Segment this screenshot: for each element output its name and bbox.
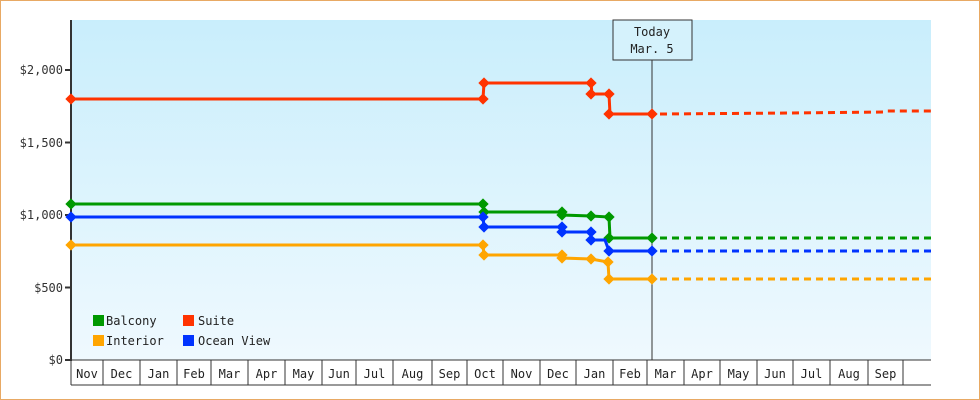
month-label: Dec [111, 367, 133, 381]
month-label: Feb [183, 367, 205, 381]
month-axis: Nov Dec Jan Feb Mar Apr May Jun Jul Aug … [70, 360, 931, 386]
y-tick-label: $0 [49, 353, 63, 367]
interior-swatch-icon [93, 335, 104, 346]
month-label: Oct [474, 367, 496, 381]
month-label: Aug [402, 367, 424, 381]
month-label: Sep [439, 367, 461, 381]
month-label: Jan [148, 367, 170, 381]
month-label: Feb [619, 367, 641, 381]
month-label: Jun [328, 367, 350, 381]
series-balcony [65, 198, 931, 244]
y-ticks: $0 $500 $1,000 $1,500 $2,000 [20, 63, 71, 367]
month-label: Nov [511, 367, 533, 381]
suite-swatch-icon [183, 315, 194, 326]
today-label: Today [634, 25, 670, 39]
series-interior [65, 239, 931, 285]
month-label: Nov [76, 367, 98, 381]
y-tick-label: $2,000 [20, 63, 63, 77]
legend-label: Ocean View [198, 334, 271, 348]
month-label: Jul [801, 367, 823, 381]
month-label: Dec [547, 367, 569, 381]
today-callout [612, 19, 693, 61]
month-label: Aug [838, 367, 860, 381]
month-label: Mar [219, 367, 241, 381]
month-label: Apr [256, 367, 278, 381]
month-label: Mar [655, 367, 677, 381]
legend-item-balcony[interactable]: Balcony [93, 314, 157, 328]
y-tick-label: $500 [34, 281, 63, 295]
month-label: Sep [875, 367, 897, 381]
y-tick-label: $1,500 [20, 136, 63, 150]
legend: Balcony Suite Interior Ocean View [93, 314, 271, 348]
y-tick-label: $1,000 [20, 208, 63, 222]
series-ocean-view [65, 211, 931, 257]
month-label: Jul [364, 367, 386, 381]
legend-item-ocean-view[interactable]: Ocean View [183, 334, 271, 348]
month-label: Jan [584, 367, 606, 381]
balcony-swatch-icon [93, 315, 104, 326]
month-label: May [728, 367, 750, 381]
legend-item-interior[interactable]: Interior [93, 334, 164, 348]
month-label: May [293, 367, 315, 381]
today-date: Mar. 5 [630, 42, 673, 56]
ocean-view-swatch-icon [183, 335, 194, 346]
today-marker: Today Mar. 5 [612, 19, 693, 360]
month-label: Apr [691, 367, 713, 381]
legend-label: Suite [198, 314, 234, 328]
plot-area [71, 20, 931, 360]
legend-item-suite[interactable]: Suite [183, 314, 234, 328]
month-label: Jun [764, 367, 786, 381]
legend-label: Interior [106, 334, 164, 348]
legend-label: Balcony [106, 314, 157, 328]
